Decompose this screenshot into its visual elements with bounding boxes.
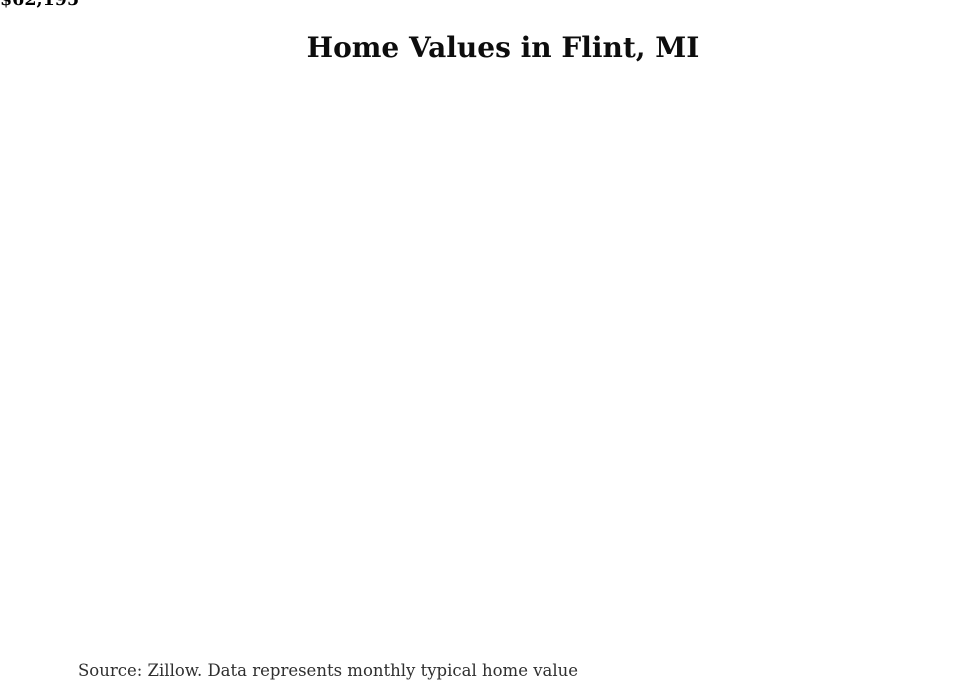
chart-title: Home Values in Flint, MI: [306, 31, 700, 64]
source-note: Source: Zillow. Data represents monthly …: [78, 661, 579, 680]
current-value-label: $62,195: [0, 0, 80, 10]
